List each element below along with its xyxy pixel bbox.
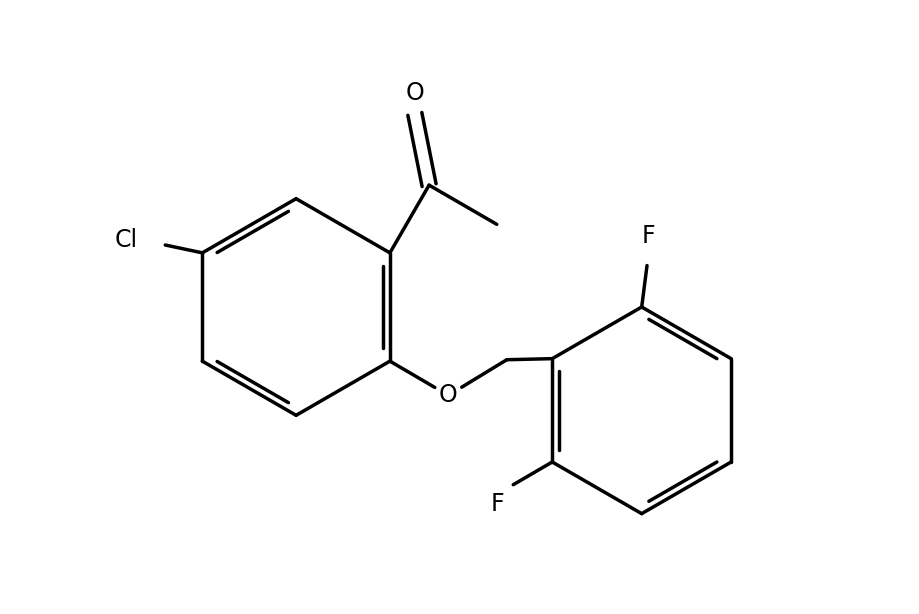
Text: F: F [490,492,504,516]
Text: O: O [438,383,458,407]
Text: Cl: Cl [115,228,138,252]
Text: O: O [405,81,424,106]
Text: F: F [641,224,655,248]
